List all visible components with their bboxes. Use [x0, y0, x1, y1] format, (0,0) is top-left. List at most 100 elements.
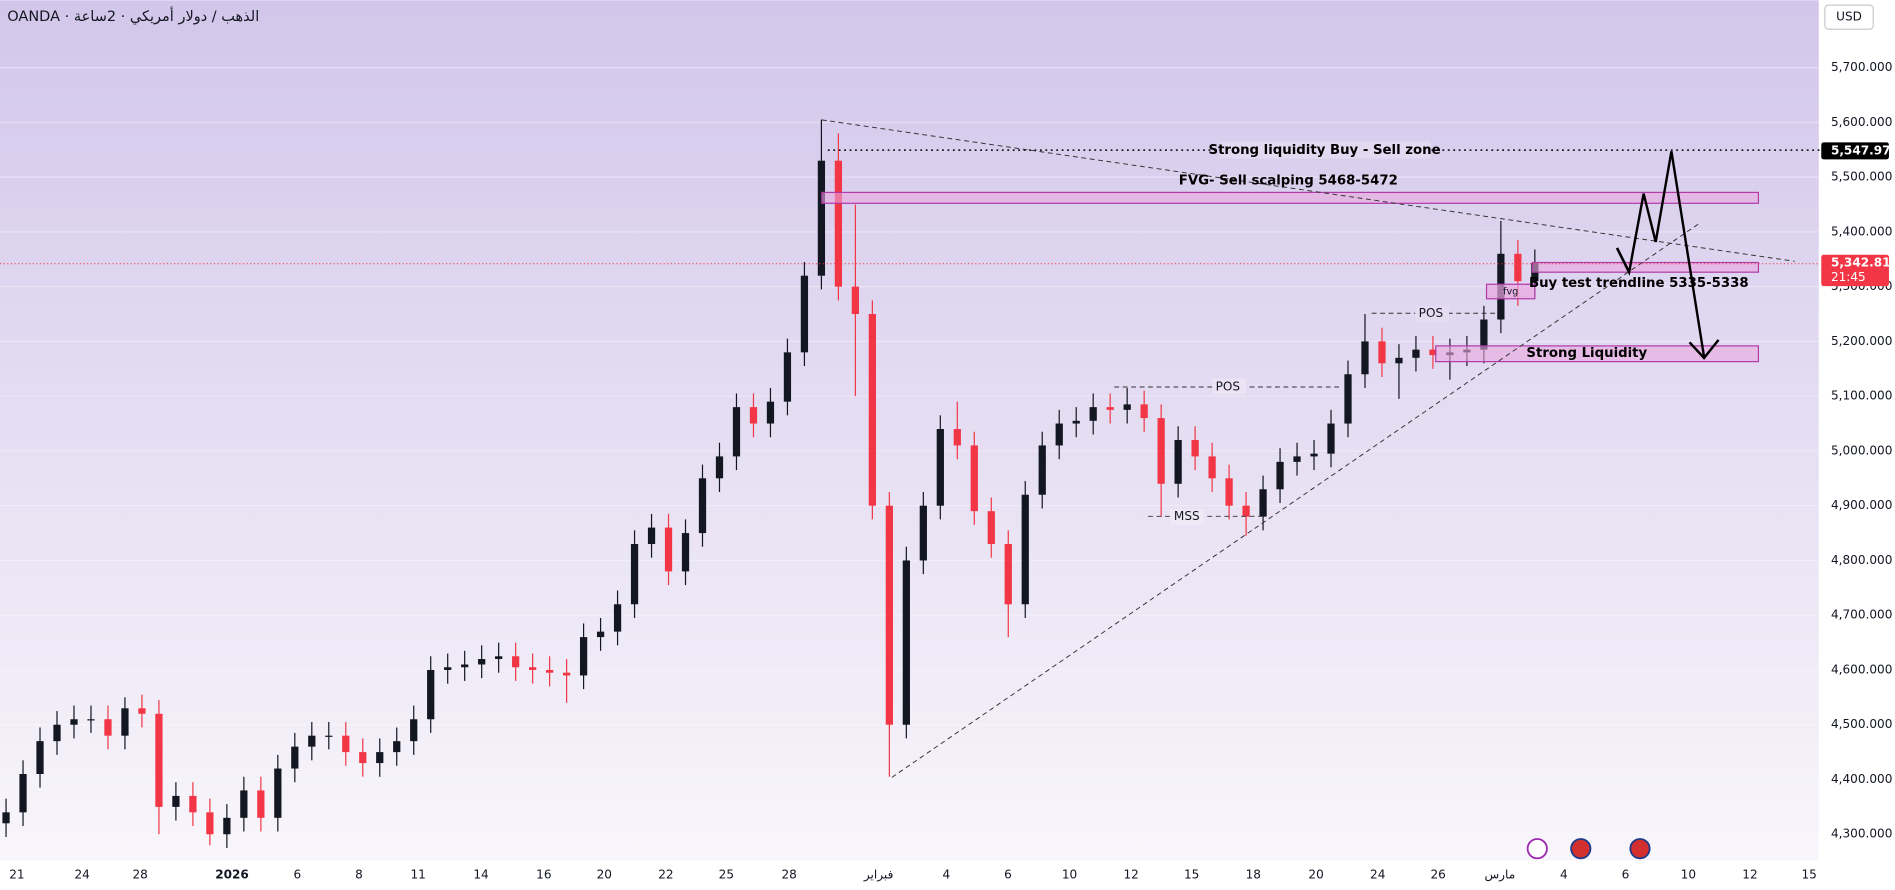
candle-body [172, 795, 180, 807]
candle-body [1055, 423, 1063, 446]
x-tick-label: 18 [1246, 868, 1261, 882]
candle-body [1021, 494, 1029, 605]
candle-body [1514, 253, 1522, 282]
x-tick-label: 4 [942, 868, 950, 882]
candle-body [698, 478, 707, 534]
candle-body [461, 664, 469, 668]
candle-body [308, 735, 316, 747]
event-icon[interactable] [1629, 838, 1651, 860]
candle-body [1361, 341, 1369, 375]
y-tick-label: 4,700.000 [1831, 608, 1892, 622]
candle-body [715, 456, 724, 479]
candle-body [189, 795, 197, 813]
candle-body [342, 735, 350, 753]
x-tick-label: 15 [1802, 868, 1817, 882]
x-tick-label: 6 [1622, 868, 1630, 882]
label-background [1212, 378, 1247, 395]
y-tick-label: 5,200.000 [1831, 334, 1892, 348]
x-tick-label: 26 [1430, 868, 1445, 882]
price-marker [1821, 142, 1889, 160]
currency-button[interactable] [1824, 4, 1874, 30]
pos-label: POS [1419, 306, 1443, 320]
y-tick-label: 4,300.000 [1831, 827, 1892, 841]
candle-body [427, 669, 435, 720]
candle-body [1259, 489, 1267, 517]
candle-body [851, 286, 860, 315]
candle-body [647, 527, 656, 545]
candle-body [1293, 456, 1301, 462]
y-tick-label: 5,000.000 [1831, 443, 1892, 457]
price-marker-label: 5,342.815 [1831, 256, 1895, 270]
candle-body [1140, 404, 1148, 419]
candle-body [936, 429, 944, 506]
candle-body [529, 667, 537, 670]
candle-body [393, 741, 401, 753]
event-icon[interactable] [1526, 838, 1548, 860]
candle-body [1225, 478, 1233, 506]
x-tick-label: 24 [1370, 868, 1385, 882]
candle-body [291, 746, 299, 769]
x-tick-label: 10 [1681, 868, 1696, 882]
mss-label: MSS [1174, 509, 1200, 523]
candle-body [223, 817, 231, 835]
candle-body [1191, 439, 1199, 457]
ascending-trendline [891, 222, 1701, 778]
candle-body [953, 429, 961, 446]
candle-body [1174, 439, 1182, 484]
drawings: Strong liquidity Buy - Sell zone FVG- Se… [0, 119, 1825, 778]
projection-start [1615, 247, 1631, 273]
price-marker [1821, 254, 1889, 287]
candle-body [681, 533, 690, 572]
fvg-label: fvg [1503, 287, 1518, 298]
x-tick-label: 15 [1184, 868, 1199, 882]
candle-body [1480, 319, 1488, 350]
candle-body [1429, 349, 1437, 356]
price-marker-label: 5,547.978 [1831, 143, 1895, 157]
currency-label[interactable]: USD [1836, 10, 1862, 24]
y-tick-label: 5,400.000 [1831, 224, 1892, 238]
y-tick-label: 4,800.000 [1831, 553, 1892, 567]
fvg-zone [821, 191, 1760, 204]
event-icon[interactable] [1570, 838, 1592, 860]
candle-body [1412, 349, 1420, 358]
candle-body [70, 719, 78, 725]
candle-body [410, 719, 418, 742]
x-tick-label: 12 [1124, 868, 1139, 882]
candle-body [1123, 404, 1131, 410]
candle-body [579, 637, 588, 676]
x-tick-label: 21 [9, 868, 24, 882]
candle-body [766, 401, 775, 424]
candle-body [919, 505, 927, 561]
x-tick-label: فبراير [863, 868, 893, 883]
candle-body [817, 160, 826, 276]
candles [2, 119, 1539, 848]
y-tick-label: 4,900.000 [1831, 498, 1892, 512]
y-tick-label: 5,500.000 [1831, 170, 1892, 184]
candle-body [885, 505, 893, 725]
label-background [1415, 306, 1450, 322]
zone-label: Strong liquidity Buy - Sell zone [1209, 143, 1441, 158]
candle-body [970, 445, 978, 512]
candle-body [274, 768, 282, 818]
candle-body [749, 407, 758, 424]
x-tick-label: 2026 [215, 868, 249, 882]
candle-body [138, 708, 146, 714]
x-tick-label: 28 [781, 868, 796, 882]
candle-body [596, 631, 605, 638]
x-tick-label: 11 [410, 868, 425, 882]
candle-body [19, 774, 27, 813]
candle-body [783, 352, 792, 402]
x-tick-label: 24 [74, 868, 89, 882]
x-tick-label: 16 [536, 868, 551, 882]
candle-body [613, 604, 622, 632]
time-axis-background [0, 860, 1819, 890]
fvg-box [1485, 283, 1536, 300]
candle-body [240, 790, 248, 818]
x-tick-label: 6 [1004, 868, 1012, 882]
buy-test-zone [1531, 261, 1760, 273]
candle-body [444, 667, 452, 670]
candle-body [1157, 418, 1165, 484]
y-tick-label: 4,500.000 [1831, 717, 1892, 731]
fvg-sell-label: FVG- Sell scalping 5468-5472 [1179, 173, 1398, 188]
